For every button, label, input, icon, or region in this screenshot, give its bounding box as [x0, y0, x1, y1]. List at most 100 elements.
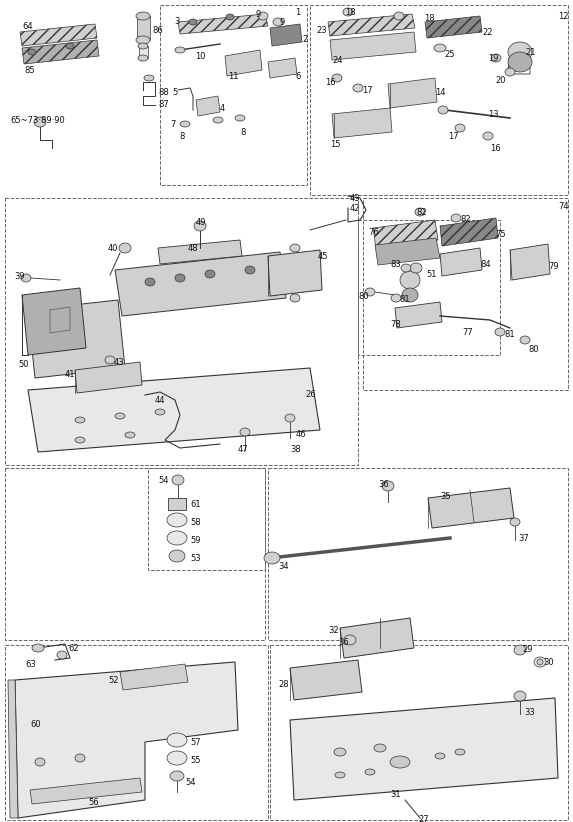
Polygon shape [28, 368, 320, 452]
Text: 28: 28 [278, 680, 289, 689]
Text: 54: 54 [158, 476, 168, 485]
Polygon shape [137, 16, 150, 40]
Ellipse shape [508, 52, 532, 72]
Ellipse shape [505, 68, 515, 76]
Ellipse shape [136, 36, 150, 44]
Polygon shape [375, 238, 440, 265]
Text: 87: 87 [158, 100, 169, 109]
Polygon shape [178, 14, 268, 34]
Text: 26: 26 [305, 390, 316, 399]
Polygon shape [395, 302, 442, 328]
Text: 7: 7 [170, 120, 175, 129]
Ellipse shape [332, 74, 342, 82]
Bar [5, 468, 265, 640]
Text: 34: 34 [278, 562, 289, 571]
Ellipse shape [245, 266, 255, 274]
Text: 54: 54 [185, 778, 195, 787]
Ellipse shape [353, 84, 363, 92]
Text: 80: 80 [358, 292, 368, 301]
Bar [363, 198, 568, 390]
Ellipse shape [167, 513, 187, 527]
Polygon shape [196, 96, 220, 116]
Ellipse shape [125, 432, 135, 438]
Text: 57: 57 [190, 738, 201, 747]
Text: 19: 19 [488, 54, 499, 63]
Ellipse shape [455, 124, 465, 132]
Text: 82: 82 [460, 215, 470, 224]
Text: 82: 82 [416, 208, 427, 217]
Text: 18: 18 [424, 14, 435, 23]
Text: 78: 78 [390, 320, 401, 329]
Text: 50: 50 [18, 360, 29, 369]
Bar [168, 498, 186, 510]
Polygon shape [22, 288, 86, 355]
Ellipse shape [75, 754, 85, 762]
Text: 21: 21 [525, 48, 536, 57]
Polygon shape [440, 248, 482, 276]
Text: 14: 14 [435, 88, 445, 97]
Text: 77: 77 [462, 328, 473, 337]
Ellipse shape [170, 771, 184, 781]
Text: 75: 75 [495, 230, 505, 239]
Text: 18: 18 [345, 8, 356, 17]
Polygon shape [388, 78, 437, 108]
Text: 25: 25 [444, 50, 454, 59]
Ellipse shape [240, 428, 250, 436]
Ellipse shape [483, 132, 493, 140]
Text: 30: 30 [543, 658, 554, 667]
Polygon shape [428, 488, 514, 528]
Ellipse shape [514, 691, 526, 701]
Text: 76: 76 [368, 228, 379, 237]
Text: 4: 4 [220, 104, 225, 113]
Text: 35: 35 [440, 492, 450, 501]
Polygon shape [225, 50, 262, 76]
Text: 85: 85 [24, 66, 34, 75]
Ellipse shape [194, 221, 206, 231]
Ellipse shape [180, 121, 190, 127]
Text: 86: 86 [152, 26, 163, 35]
Text: 32: 32 [328, 626, 339, 635]
Text: 16: 16 [490, 144, 501, 153]
Bar [358, 220, 500, 355]
Text: 65~73·89·90: 65~73·89·90 [10, 116, 65, 125]
Ellipse shape [335, 772, 345, 778]
Bar [270, 645, 568, 820]
Polygon shape [268, 250, 322, 296]
Text: 53: 53 [190, 554, 201, 563]
Text: 43: 43 [114, 358, 124, 367]
Text: 5: 5 [172, 88, 177, 97]
Ellipse shape [21, 274, 31, 282]
Polygon shape [120, 664, 188, 690]
Text: 3: 3 [174, 17, 179, 26]
Ellipse shape [205, 270, 215, 278]
Ellipse shape [57, 651, 67, 659]
Ellipse shape [510, 518, 520, 526]
Ellipse shape [402, 288, 418, 302]
Ellipse shape [138, 55, 148, 61]
Text: 29: 29 [522, 645, 532, 654]
Text: 56: 56 [88, 798, 99, 807]
Ellipse shape [343, 8, 353, 16]
Text: 42: 42 [350, 204, 360, 213]
Ellipse shape [455, 749, 465, 755]
Ellipse shape [167, 531, 187, 545]
Text: 44: 44 [155, 396, 166, 405]
Polygon shape [290, 660, 362, 700]
Ellipse shape [155, 409, 165, 415]
Text: 59: 59 [190, 536, 201, 545]
Ellipse shape [28, 49, 36, 55]
Ellipse shape [175, 274, 185, 282]
Text: 31: 31 [390, 790, 401, 799]
Polygon shape [290, 698, 558, 800]
Ellipse shape [235, 115, 245, 121]
Bar [5, 645, 268, 820]
Ellipse shape [189, 19, 197, 25]
Polygon shape [8, 680, 18, 818]
Text: 40: 40 [108, 244, 119, 253]
Ellipse shape [520, 336, 530, 344]
Text: 64: 64 [22, 22, 33, 31]
Ellipse shape [514, 645, 526, 655]
Bar [310, 5, 568, 195]
Ellipse shape [258, 12, 268, 20]
Ellipse shape [415, 208, 425, 216]
